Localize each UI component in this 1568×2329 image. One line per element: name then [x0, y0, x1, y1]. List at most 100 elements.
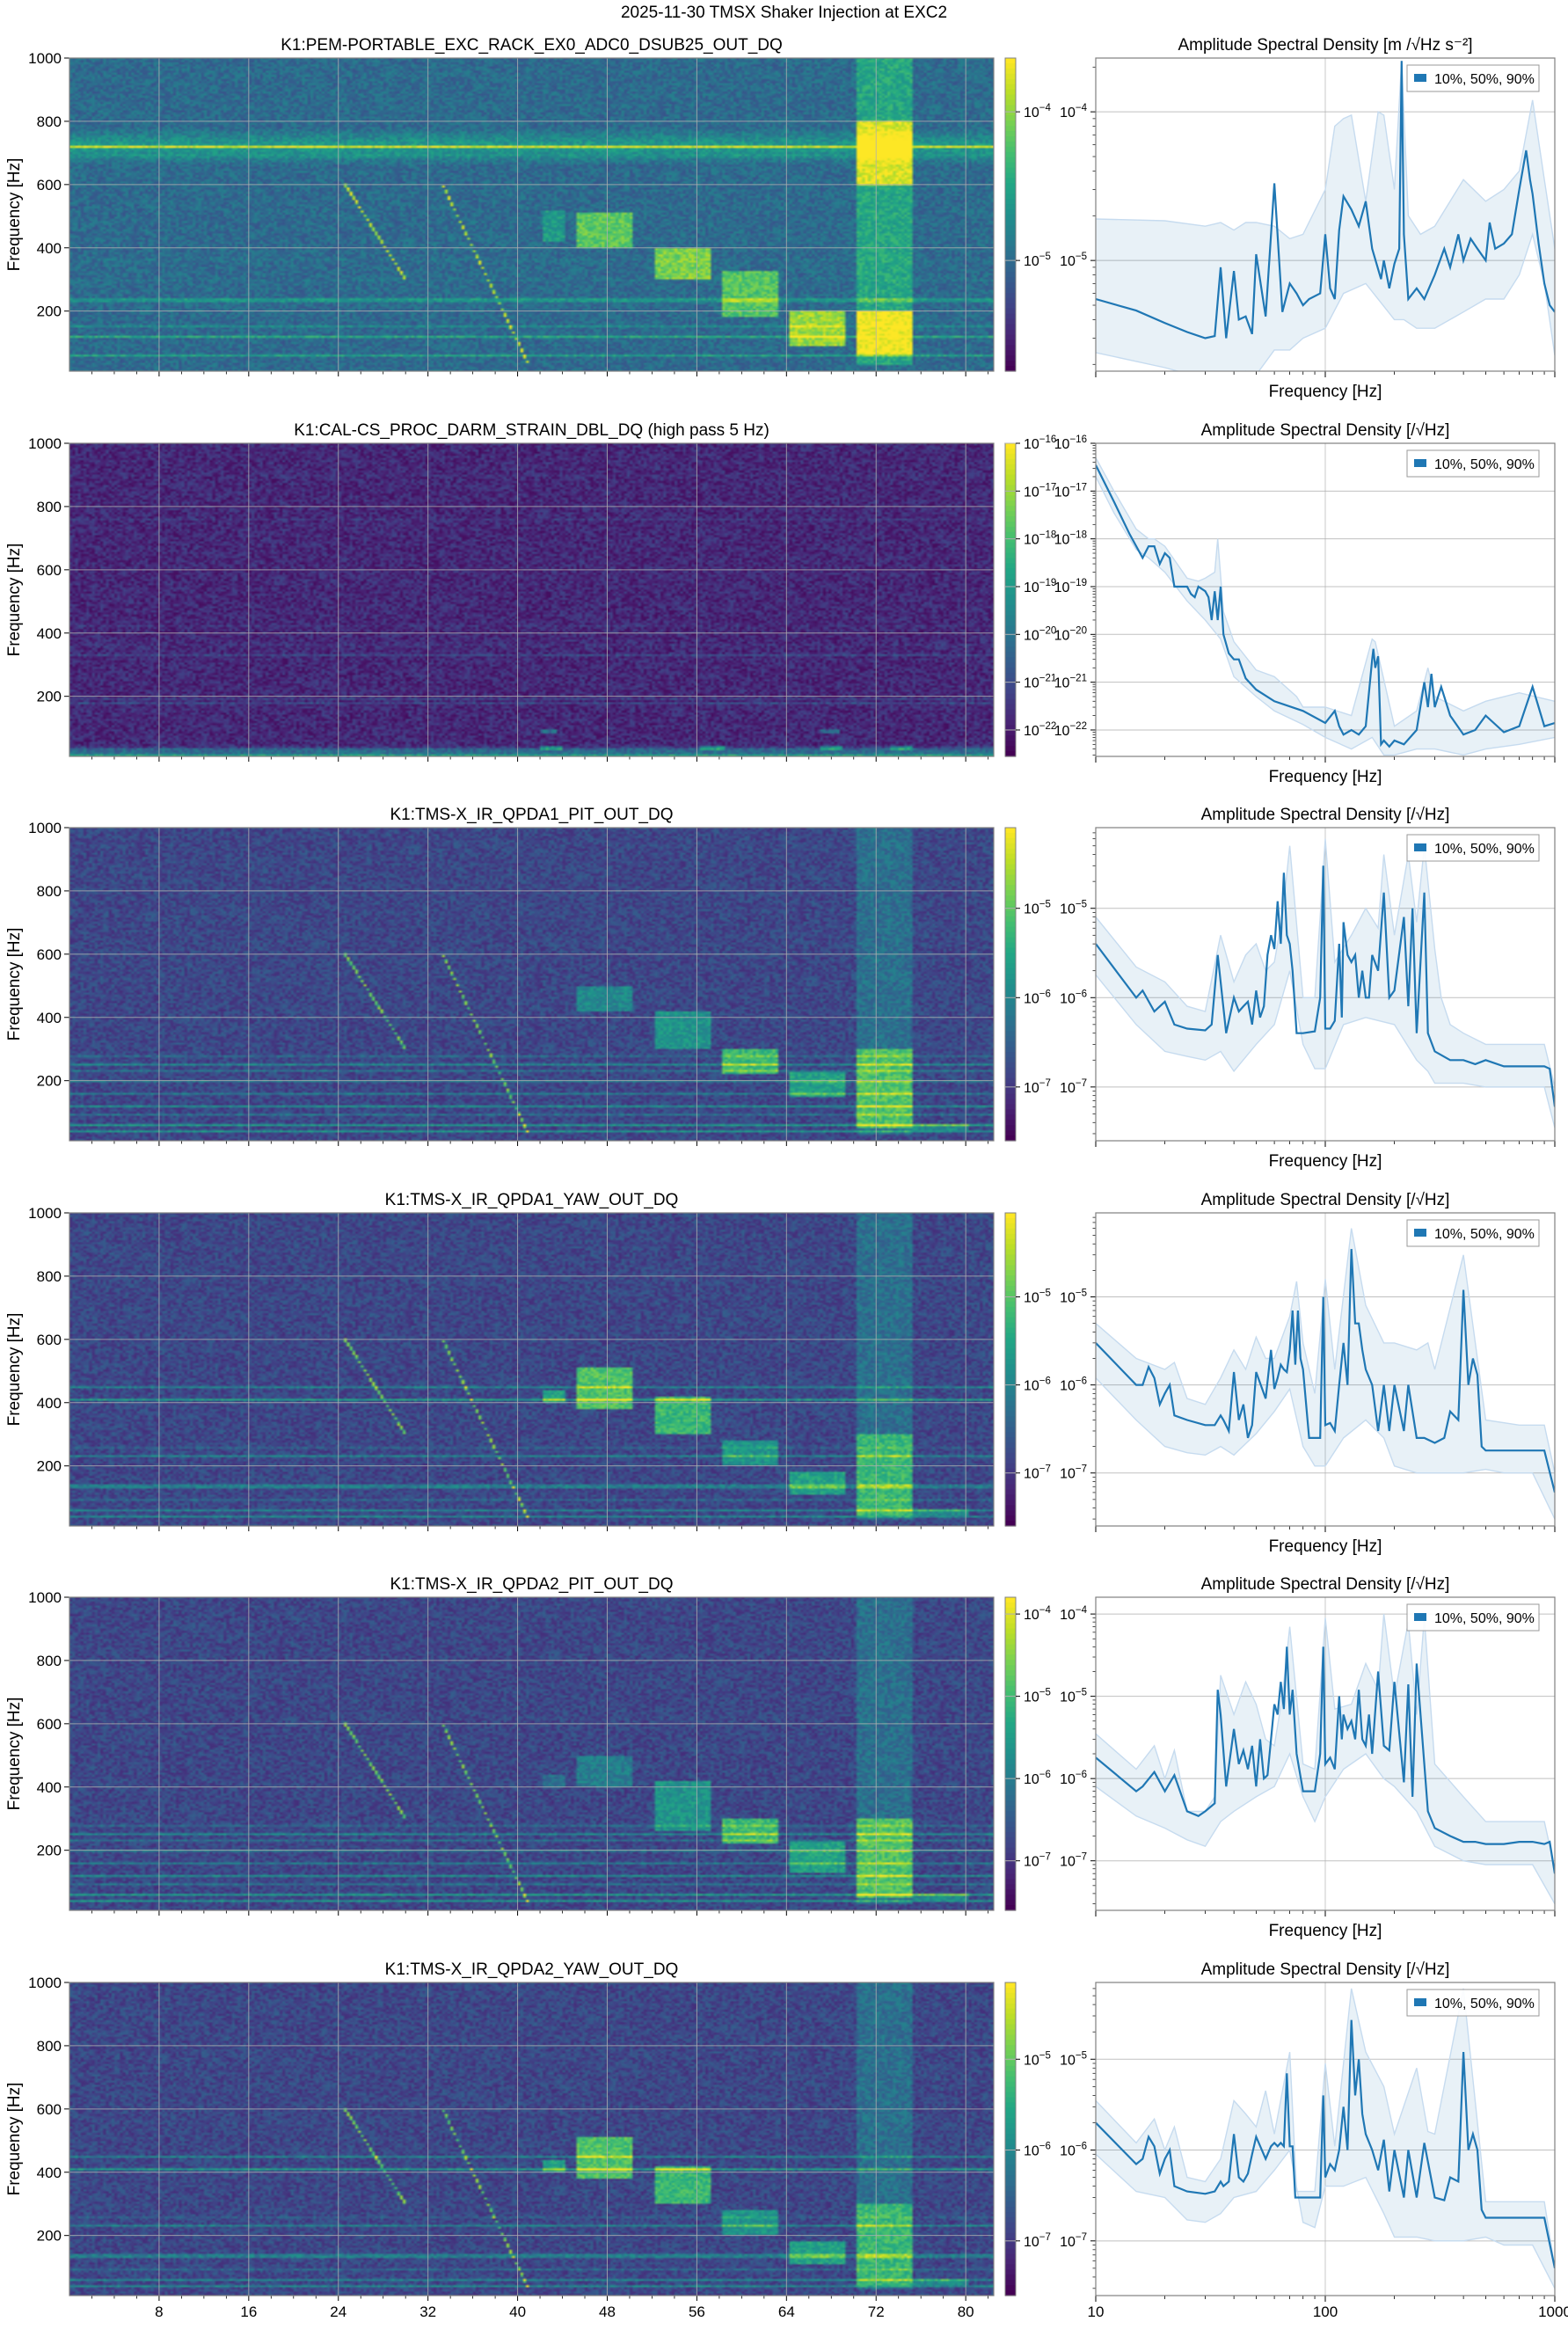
colorbar-segment — [1005, 324, 1016, 331]
colorbar-segment — [1005, 1213, 1016, 1219]
colorbar-segment — [1005, 1649, 1016, 1655]
colorbar-segment — [1005, 552, 1016, 559]
colorbar-segment — [1005, 1041, 1016, 1048]
colorbar-segment — [1005, 1873, 1016, 1880]
colorbar-segment — [1005, 511, 1016, 517]
colorbar-segment — [1005, 1754, 1016, 1760]
colorbar-segment — [1005, 652, 1016, 658]
y-tick-label: 800 — [37, 499, 62, 515]
colorbar-segment — [1005, 313, 1016, 320]
colorbar-segment — [1005, 2264, 1016, 2270]
spectrogram-panel-2: K1:CAL-CS_PROC_DARM_STRAIN_DBL_DQ (high … — [5, 421, 1056, 762]
colorbar-segment — [1005, 1727, 1016, 1734]
colorbar-segment — [1005, 641, 1016, 647]
asd-line-10 — [1096, 476, 1555, 756]
x-tick-label: 64 — [778, 2303, 795, 2320]
colorbar-segment — [1005, 984, 1016, 990]
colorbar-segment — [1005, 1083, 1016, 1090]
colorbar-tick-label: 10−5 — [1024, 2050, 1051, 2068]
asd-panel-5: Amplitude Spectral Density [/√Hz] 10−7 10−… — [1060, 1575, 1556, 1940]
colorbar-segment — [1005, 1795, 1016, 1801]
legend-box — [1406, 64, 1540, 92]
colorbar-segment — [1005, 500, 1016, 507]
colorbar-segment — [1005, 339, 1016, 346]
colorbar-segment — [1005, 94, 1016, 101]
asd-xlabel: Frequency [Hz] — [1269, 1922, 1382, 1940]
colorbar-segment — [1005, 1099, 1016, 1106]
colorbar-segment — [1005, 568, 1016, 574]
colorbar-segment — [1005, 1712, 1016, 1719]
asd-line-50 — [1096, 865, 1555, 1107]
colorbar-segment — [1005, 1275, 1016, 1281]
colorbar-segment — [1005, 1743, 1016, 1749]
colorbar-segment — [1005, 89, 1016, 96]
colorbar-segment — [1005, 2055, 1016, 2062]
colorbar-segment — [1005, 610, 1016, 617]
colorbar-segment — [1005, 615, 1016, 622]
colorbar-segment — [1005, 2134, 1016, 2140]
colorbar-segment — [1005, 2081, 1016, 2088]
spectrogram-panel-4: K1:TMS-X_IR_QPDA1_YAW_OUT_DQ 200 400 600 800… — [5, 1191, 1051, 1531]
colorbar-segment — [1005, 2232, 1016, 2239]
asd-panel-1: Amplitude Spectral Density [m /√Hz s⁻²] 1… — [1060, 36, 1556, 401]
legend-label: 10%, 50%, 90% — [1434, 72, 1535, 87]
colorbar-segment — [1005, 1749, 1016, 1755]
y-tick-label: 10−17 — [1054, 482, 1087, 500]
colorbar-segment — [1005, 2034, 1016, 2041]
colorbar-segment — [1005, 2269, 1016, 2275]
colorbar-segment — [1005, 573, 1016, 580]
colorbar-segment — [1005, 848, 1016, 855]
asd-panel-2: Amplitude Spectral Density [/√Hz] 10−22 10… — [1054, 421, 1556, 786]
colorbar-segment — [1005, 1338, 1016, 1344]
colorbar-segment — [1005, 1905, 1016, 1911]
colorbar-segment — [1005, 2008, 1016, 2015]
y-tick-label: 10−7 — [1060, 1852, 1087, 1870]
x-tick-label: 48 — [599, 2303, 616, 2320]
colorbar-segment — [1005, 1109, 1016, 1115]
legend-label: 10%, 50%, 90% — [1434, 1611, 1535, 1626]
colorbar-frame — [1004, 57, 1017, 372]
asd-frame — [1095, 1212, 1556, 1527]
colorbar-segment — [1005, 2248, 1016, 2255]
colorbar-tick-label: 10−7 — [1024, 1464, 1051, 1482]
colorbar-segment — [1005, 1448, 1016, 1454]
y-tick-label: 10−6 — [1060, 989, 1087, 1006]
legend-swatch — [1414, 74, 1426, 82]
colorbar-tick-label: 10−16 — [1024, 434, 1056, 452]
colorbar-segment — [1005, 157, 1016, 164]
y-tick-label: 1000 — [28, 820, 62, 836]
colorbar-segment — [1005, 714, 1016, 721]
spectrogram-image — [69, 443, 994, 756]
colorbar-segment — [1005, 297, 1016, 304]
colorbar-segment — [1005, 537, 1016, 544]
colorbar-segment — [1005, 2061, 1016, 2067]
colorbar-segment — [1005, 178, 1016, 184]
legend: 10%, 50%, 90% — [1406, 449, 1540, 478]
colorbar-segment — [1005, 1052, 1016, 1058]
colorbar-segment — [1005, 2253, 1016, 2260]
colorbar: 10−7 10−6 10−5 — [1004, 1982, 1051, 2296]
colorbar-segment — [1005, 673, 1016, 679]
y-tick-label: 1000 — [28, 50, 62, 67]
colorbar-segment — [1005, 1427, 1016, 1433]
spectrogram-image — [69, 1597, 994, 1910]
y-tick-label: 10−6 — [1060, 1376, 1087, 1394]
asd-title: Amplitude Spectral Density [/√Hz] — [1201, 1191, 1450, 1209]
colorbar-segment — [1005, 2290, 1016, 2296]
colorbar-segment — [1005, 890, 1016, 896]
asd-line-50 — [1096, 1646, 1555, 1874]
colorbar-segment — [1005, 219, 1016, 226]
x-tick-label: 40 — [509, 2303, 526, 2320]
y-tick-label: 10−21 — [1054, 674, 1087, 691]
colorbar-segment — [1005, 1895, 1016, 1901]
colorbar-tick-label: 10−6 — [1024, 1770, 1051, 1787]
colorbar-segment — [1005, 1374, 1016, 1381]
colorbar-segment — [1005, 1738, 1016, 1744]
colorbar-segment — [1005, 942, 1016, 949]
colorbar-segment — [1005, 746, 1016, 752]
spectrogram-title: K1:TMS-X_IR_QPDA1_YAW_OUT_DQ — [385, 1191, 679, 1209]
y-tick-label: 400 — [37, 240, 62, 257]
colorbar-segment — [1005, 1879, 1016, 1885]
colorbar-segment — [1005, 1852, 1016, 1859]
